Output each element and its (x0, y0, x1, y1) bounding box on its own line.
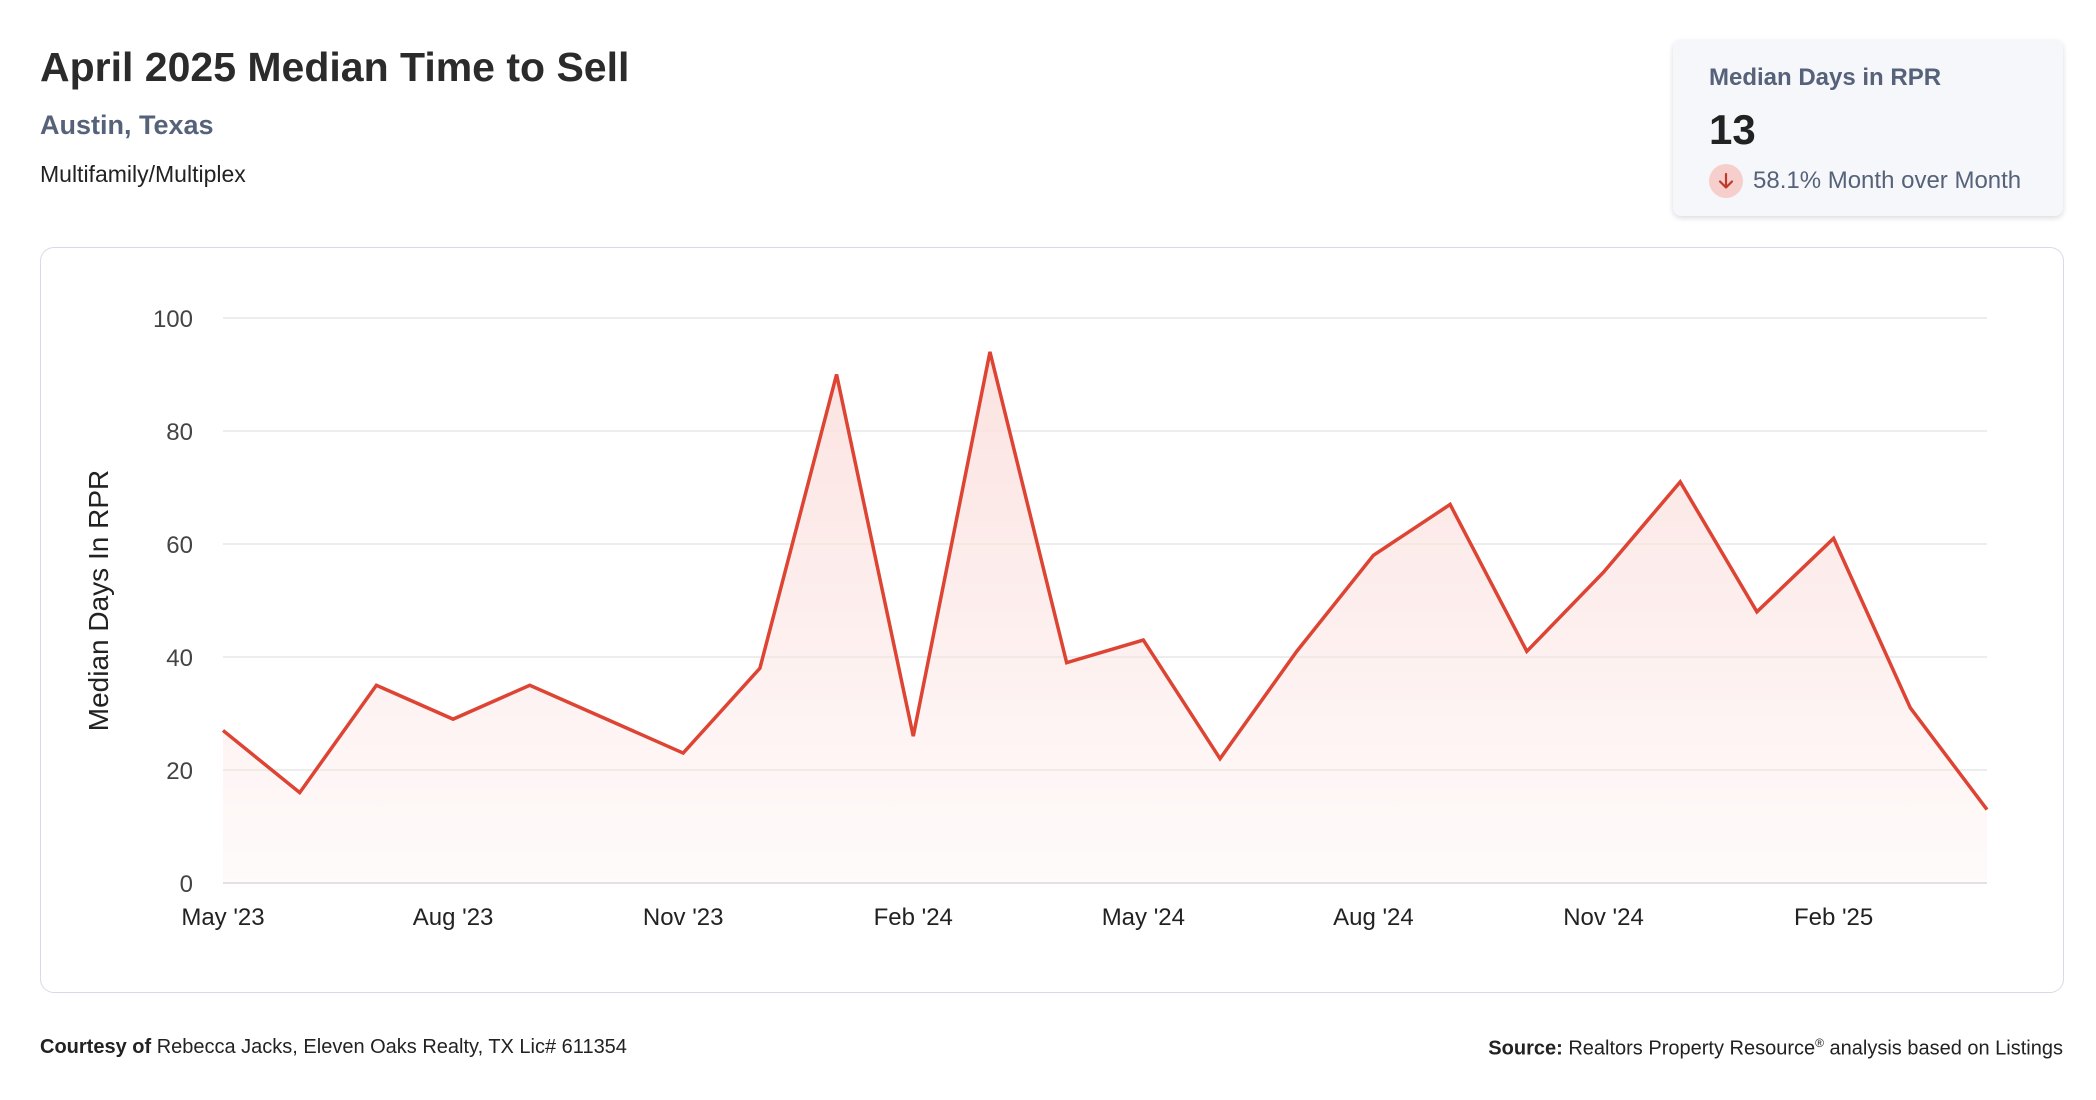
data-point (834, 372, 840, 378)
kpi-value: 13 (1709, 106, 1756, 153)
x-tick-label: Nov '23 (643, 904, 724, 931)
x-tick-label: Aug '23 (413, 904, 494, 931)
y-tick-label: 40 (166, 645, 193, 672)
data-point (1754, 609, 1760, 615)
data-point (1064, 660, 1070, 666)
data-point (1601, 569, 1607, 575)
data-point (297, 790, 303, 796)
series-area (223, 351, 1987, 883)
data-point (1447, 501, 1453, 507)
courtesy-label: Courtesy of (40, 1036, 152, 1058)
data-point (1140, 637, 1146, 643)
x-tick-label: Feb '25 (1794, 904, 1873, 931)
courtesy-footer: Courtesy of Rebecca Jacks, Eleven Oaks R… (40, 1036, 627, 1059)
kpi-change: 58.1% Month over Month (1709, 164, 2063, 198)
source-label: Source: (1488, 1037, 1563, 1060)
y-tick-label: 20 (166, 758, 193, 785)
arrow-down-icon (1709, 164, 1743, 198)
data-point (1677, 479, 1683, 485)
data-point (220, 727, 226, 733)
chart-panel: 0 20 40 60 80 100 Median Days In RPR May '23 Aug… (40, 247, 2064, 993)
location-subtitle: Austin, Texas (40, 110, 214, 140)
data-point (527, 682, 533, 688)
data-point (450, 716, 456, 722)
series-line (221, 351, 1989, 811)
registered-mark: ® (1815, 1036, 1824, 1050)
source-footer: Source: Realtors Property Resource® anal… (1488, 1036, 2063, 1061)
data-point (680, 750, 686, 756)
data-point (1907, 705, 1913, 711)
data-point (373, 682, 379, 688)
y-tick-label: 100 (153, 306, 193, 333)
x-tick-label: May '24 (1102, 904, 1185, 931)
x-tick-label: May '23 (181, 904, 264, 931)
x-tick-label: Aug '24 (1333, 904, 1414, 931)
property-type-label: Multifamily/Multiplex (40, 161, 246, 187)
data-point (1524, 648, 1530, 654)
data-point (1984, 807, 1990, 813)
page-title: April 2025 Median Time to Sell (40, 44, 630, 90)
data-point (1370, 552, 1376, 558)
y-tick-label: 60 (166, 532, 193, 559)
source-name: Realtors Property Resource (1568, 1037, 1816, 1060)
data-point (1831, 535, 1837, 541)
x-tick-label: Nov '24 (1563, 904, 1644, 931)
data-point (757, 665, 763, 671)
data-point (1294, 648, 1300, 654)
y-tick-label: 80 (166, 419, 193, 446)
data-point (603, 716, 609, 722)
kpi-label: Median Days in RPR (1709, 64, 1942, 91)
x-tick-label: Feb '24 (874, 904, 953, 931)
line-chart: 0 20 40 60 80 100 Median Days In RPR May '23 Aug… (83, 306, 1990, 931)
source-suffix: analysis based on Listings (1829, 1037, 2063, 1060)
y-tick-label: 0 (180, 871, 193, 898)
data-point (1217, 756, 1223, 762)
data-point (910, 733, 916, 739)
kpi-change-text: 58.1% Month over Month (1753, 167, 2022, 194)
courtesy-text: Rebecca Jacks, Eleven Oaks Realty, TX Li… (156, 1036, 627, 1058)
y-axis-label: Median Days In RPR (83, 470, 114, 731)
kpi-card: Median Days in RPR 13 58.1% Month over M… (1673, 40, 2063, 216)
data-point (987, 349, 993, 355)
